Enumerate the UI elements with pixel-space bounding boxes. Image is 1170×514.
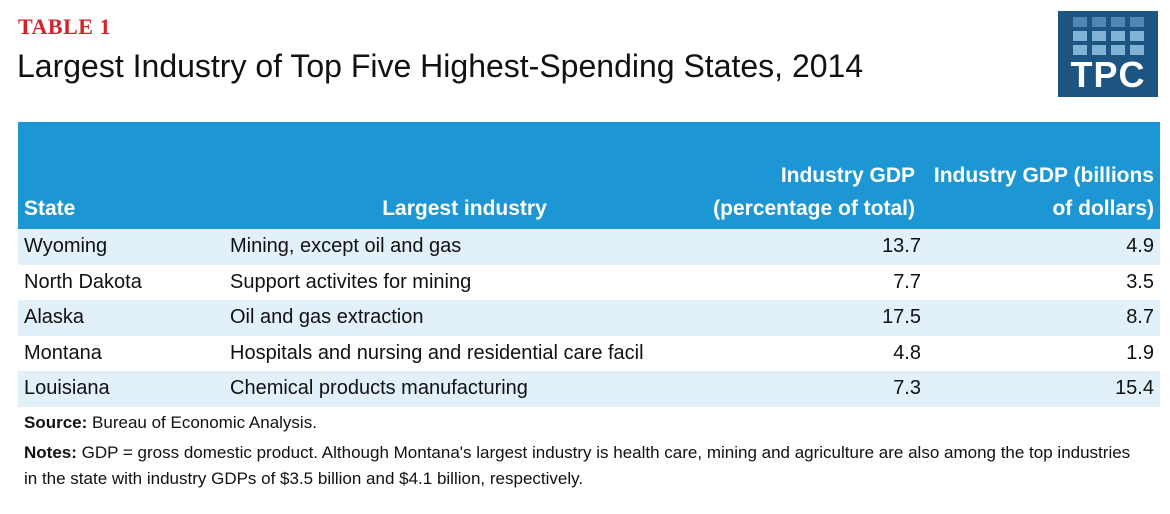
logo-square: [1091, 17, 1106, 27]
cell-largest-industry: Oil and gas extraction: [224, 300, 705, 336]
logo-square: [1072, 17, 1087, 27]
logo-square: [1129, 31, 1144, 41]
cell-gdp-percentage: 17.5: [705, 300, 927, 336]
table-row: North Dakota Support activites for minin…: [18, 264, 1160, 300]
cell-largest-industry: Mining, except oil and gas: [224, 229, 705, 265]
cell-largest-industry: Hospitals and nursing and residential ca…: [224, 335, 705, 371]
cell-gdp-billions: 1.9: [927, 335, 1160, 371]
footnotes: Source: Bureau of Economic Analysis. Not…: [24, 410, 1144, 492]
tpc-logo: TPC: [1058, 11, 1158, 97]
source-note: Source: Bureau of Economic Analysis.: [24, 410, 1144, 436]
cell-gdp-percentage: 4.8: [705, 335, 927, 371]
logo-square: [1091, 31, 1106, 41]
notes-note: Notes: GDP = gross domestic product. Alt…: [24, 440, 1144, 492]
cell-state: Louisiana: [18, 371, 224, 407]
notes-text: GDP = gross domestic product. Although M…: [24, 443, 1131, 488]
cell-gdp-percentage: 13.7: [705, 229, 927, 265]
notes-label: Notes:: [24, 443, 77, 462]
logo-square: [1110, 45, 1125, 55]
column-header-largest-industry: Largest industry: [224, 122, 705, 229]
logo-square: [1129, 45, 1144, 55]
cell-gdp-percentage: 7.3: [705, 371, 927, 407]
logo-text: TPC: [1070, 54, 1146, 95]
table-row: Louisiana Chemical products manufacturin…: [18, 371, 1160, 407]
column-header-industry-gdp-billions: Industry GDP (billions of dollars): [927, 122, 1160, 229]
logo-square: [1072, 31, 1087, 41]
column-header-state: State: [18, 122, 224, 229]
table-number-label: TABLE 1: [18, 14, 111, 39]
table-row: Alaska Oil and gas extraction 17.5 8.7: [18, 300, 1160, 336]
cell-state: Wyoming: [18, 229, 224, 265]
table-row: Montana Hospitals and nursing and reside…: [18, 335, 1160, 371]
logo-square: [1129, 17, 1144, 27]
cell-state: Montana: [18, 335, 224, 371]
cell-gdp-billions: 3.5: [927, 264, 1160, 300]
data-table: State Largest industry Industry GDP (per…: [18, 122, 1160, 407]
source-label: Source:: [24, 413, 88, 432]
cell-gdp-billions: 15.4: [927, 371, 1160, 407]
cell-largest-industry: Support activites for mining: [224, 264, 705, 300]
logo-square: [1091, 45, 1106, 55]
table-header-row: State Largest industry Industry GDP (per…: [18, 122, 1160, 229]
column-header-industry-gdp-percentage: Industry GDP (percentage of total): [705, 122, 927, 229]
table-title: Largest Industry of Top Five Highest-Spe…: [17, 48, 864, 84]
logo-square: [1072, 45, 1087, 55]
cell-gdp-billions: 4.9: [927, 229, 1160, 265]
cell-state: North Dakota: [18, 264, 224, 300]
cell-largest-industry: Chemical products manufacturing: [224, 371, 705, 407]
logo-square: [1110, 31, 1125, 41]
source-text: Bureau of Economic Analysis.: [92, 413, 317, 432]
table-row: Wyoming Mining, except oil and gas 13.7 …: [18, 229, 1160, 265]
cell-gdp-billions: 8.7: [927, 300, 1160, 336]
cell-gdp-percentage: 7.7: [705, 264, 927, 300]
logo-square: [1110, 17, 1125, 27]
cell-state: Alaska: [18, 300, 224, 336]
